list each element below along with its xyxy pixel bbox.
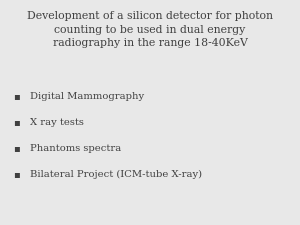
Text: Bilateral Project (ICM-tube X-ray): Bilateral Project (ICM-tube X-ray) — [30, 170, 202, 179]
Text: ▪: ▪ — [13, 118, 20, 127]
Text: Phantoms spectra: Phantoms spectra — [30, 144, 121, 153]
Text: ▪: ▪ — [13, 92, 20, 101]
Text: ▪: ▪ — [13, 144, 20, 153]
Text: Digital Mammography: Digital Mammography — [30, 92, 144, 101]
Text: Development of a silicon detector for photon
counting to be used in dual energy
: Development of a silicon detector for ph… — [27, 11, 273, 48]
Text: X ray tests: X ray tests — [30, 118, 84, 127]
Text: ▪: ▪ — [13, 170, 20, 179]
